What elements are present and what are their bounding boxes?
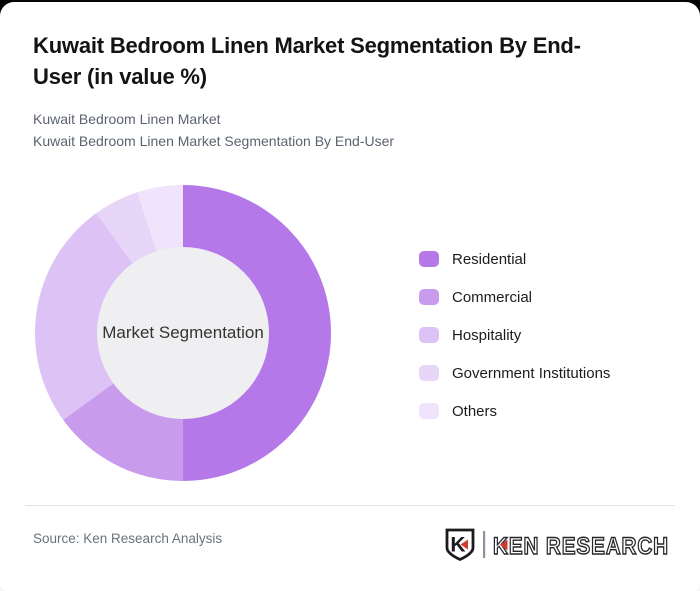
legend-label: Residential xyxy=(452,250,527,268)
chart-title-line1: Kuwait Bedroom Linen Market Segmentation… xyxy=(33,33,581,58)
legend-item-residential[interactable]: Residential xyxy=(419,250,610,268)
legend-swatch-government-institutions xyxy=(419,365,439,381)
chart-subtitle: Kuwait Bedroom Linen Market Kuwait Bedro… xyxy=(33,109,394,152)
legend-item-government-institutions[interactable]: Government Institutions xyxy=(419,364,611,382)
legend-item-hospitality[interactable]: Hospitality xyxy=(419,326,610,344)
legend-label: Commercial xyxy=(452,288,533,306)
legend-swatch-others xyxy=(419,403,439,419)
legend-swatch-residential xyxy=(419,251,439,267)
shield-red-triangle-icon xyxy=(460,539,468,550)
legend-label: Government Institutions xyxy=(452,364,611,382)
donut-center: Market Segmentation xyxy=(97,247,269,419)
chart-title: Kuwait Bedroom Linen Market Segmentation… xyxy=(33,30,643,92)
chart-title-line2: User (in value %) xyxy=(33,64,207,89)
legend-swatch-hospitality xyxy=(419,327,439,343)
logo-separator xyxy=(483,531,486,558)
wordmark-red-triangle-icon xyxy=(500,539,508,551)
donut-center-label: Market Segmentation xyxy=(102,323,264,342)
chart-subtitle-line1: Kuwait Bedroom Linen Market xyxy=(33,111,221,127)
legend-item-others[interactable]: Others xyxy=(419,402,610,420)
ken-research-logo: K KEN RESEARCH xyxy=(445,528,669,562)
source-note: Source: Ken Research Analysis xyxy=(33,531,223,546)
brand-wordmark: KEN RESEARCH xyxy=(493,533,669,560)
legend-label: Others xyxy=(452,402,498,420)
donut-chart[interactable]: Market Segmentation xyxy=(35,185,331,481)
footer-divider xyxy=(25,505,675,506)
legend-item-commercial[interactable]: Commercial xyxy=(419,288,610,306)
legend-swatch-commercial xyxy=(419,289,439,305)
shield-letter: K xyxy=(450,534,465,557)
chart-subtitle-line2: Kuwait Bedroom Linen Market Segmentation… xyxy=(33,132,395,149)
legend-label: Hospitality xyxy=(452,326,522,344)
ken-research-shield-icon: K xyxy=(445,528,475,562)
chart-legend: Residential Commercial Hospitality Gover… xyxy=(419,251,610,441)
